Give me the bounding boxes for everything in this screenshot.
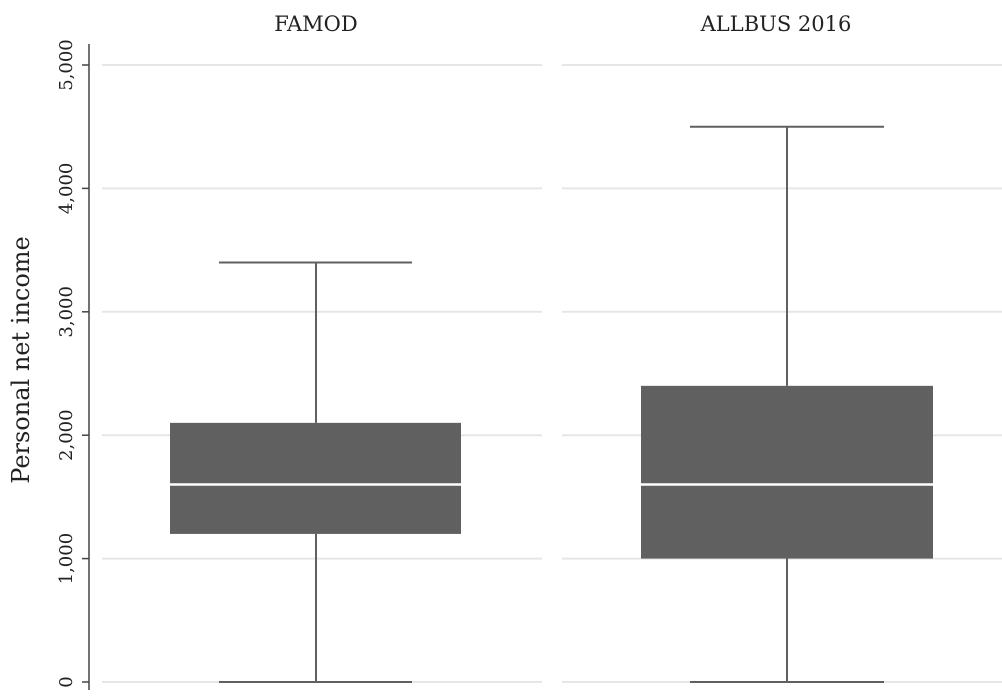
panel-title: ALLBUS 2016 <box>700 12 852 36</box>
y-tick-label: 4,000 <box>56 163 77 215</box>
panels: FAMOD ALLBUS 2016 <box>170 12 933 683</box>
y-tick-label: 1,000 <box>56 533 77 585</box>
iqr-box <box>170 422 461 534</box>
y-tick-label: 3,000 <box>56 286 77 338</box>
y-axis-title: Personal net income <box>7 236 35 484</box>
y-tick-label: 0 <box>56 676 77 687</box>
y-tick-label: 5,000 <box>56 39 77 91</box>
panel-title: FAMOD <box>274 12 357 36</box>
y-tick-label: 2,000 <box>56 409 77 461</box>
panel-2: ALLBUS 2016 <box>641 12 933 683</box>
panel-1: FAMOD <box>170 12 461 683</box>
iqr-box <box>641 385 933 559</box>
gridlines <box>102 64 1002 683</box>
y-axis: 0 1,000 2,000 3,000 4,000 5,000 <box>56 39 90 690</box>
